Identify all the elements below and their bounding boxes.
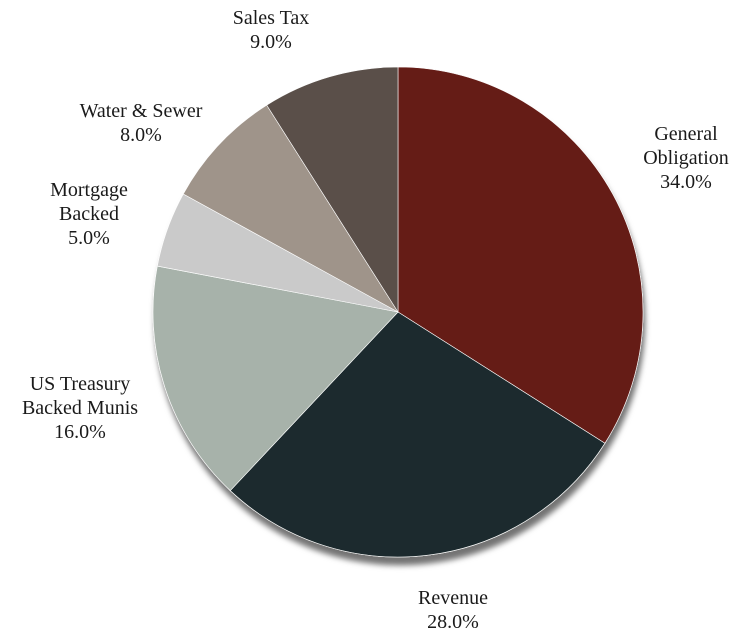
pie-category-label: Revenue — [418, 587, 488, 609]
pie-slice-revenue — [229, 311, 606, 558]
pie-category-label: Backed — [59, 203, 119, 225]
pie-value-label: 8.0% — [120, 124, 162, 146]
pie-label-us-treasury-backed-munis: US Treasury Backed Munis 16.0% — [22, 373, 138, 443]
pie-category-label: Water & Sewer — [80, 100, 203, 122]
pie-category-label: Backed Munis — [22, 397, 138, 419]
pie-slice-us-treasury-backed-munis — [152, 265, 399, 492]
pie-value-label: 28.0% — [427, 611, 479, 632]
pie-labels: General Obligation 34.0% Revenue 28.0% US Tre… — [22, 7, 729, 633]
pie-category-label: General — [654, 123, 718, 145]
pie-category-label: Mortgage — [50, 179, 128, 201]
pie-category-label: Obligation — [643, 147, 729, 169]
pie-value-label: 16.0% — [54, 421, 106, 443]
pie-value-label: 5.0% — [68, 227, 110, 249]
pie-slice-water-sewer — [182, 104, 399, 313]
pie-label-sales-tax: Sales Tax 9.0% — [233, 7, 310, 53]
pie-value-label: 34.0% — [660, 171, 712, 193]
pie-value-label: 9.0% — [250, 31, 292, 53]
pie-category-label: US Treasury — [30, 373, 131, 395]
pie-label-mortgage-backed: Mortgage Backed 5.0% — [50, 179, 128, 249]
pie-slice-sales-tax — [266, 66, 399, 314]
pie-label-water-sewer: Water & Sewer 8.0% — [80, 100, 203, 146]
pie-slices — [152, 66, 644, 558]
pie-category-label: Sales Tax — [233, 7, 310, 29]
pie-label-general-obligation: General Obligation 34.0% — [643, 123, 729, 193]
pie-label-revenue: Revenue 28.0% — [418, 587, 488, 632]
pie-slice-general-obligation — [397, 66, 644, 444]
